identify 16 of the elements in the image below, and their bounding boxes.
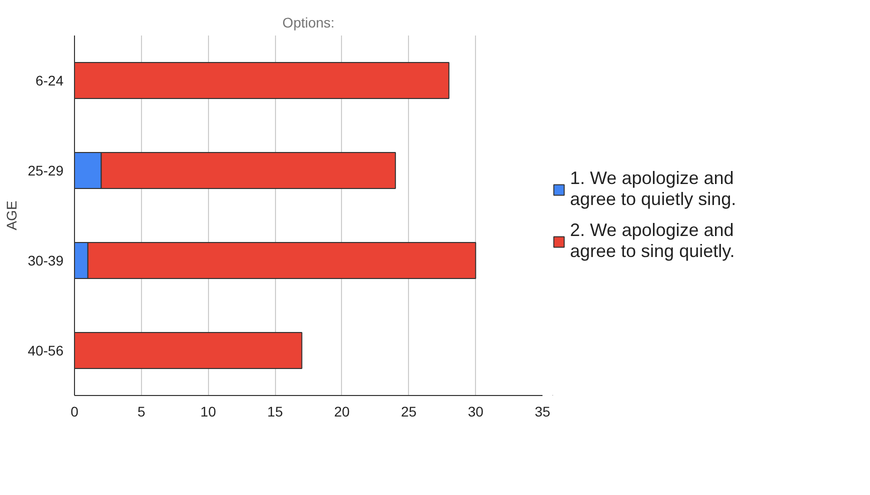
x-tick-label: 20 (334, 404, 350, 420)
y-tick-label: 30-39 (28, 252, 64, 268)
y-tick-label: 40-56 (28, 342, 64, 358)
x-tick-label: 25 (401, 404, 417, 420)
legend-label: 2. We apologize and agree to sing quietly. (570, 220, 735, 262)
x-tick-label: 15 (267, 404, 284, 420)
x-tick-label: 35 (534, 404, 550, 420)
x-tick-label: 5 (137, 404, 146, 420)
chart-title: Options: (282, 14, 335, 30)
y-tick-label: 25-29 (28, 162, 64, 178)
x-tick-label: 0 (70, 404, 79, 420)
legend-label: 1. We apologize and agree to quietly sing. (570, 168, 736, 210)
y-axis-title: AGE (4, 200, 20, 230)
x-tick-label: 10 (200, 404, 216, 420)
y-tick-label: 6-24 (35, 72, 64, 88)
x-tick-label: 30 (468, 404, 484, 420)
